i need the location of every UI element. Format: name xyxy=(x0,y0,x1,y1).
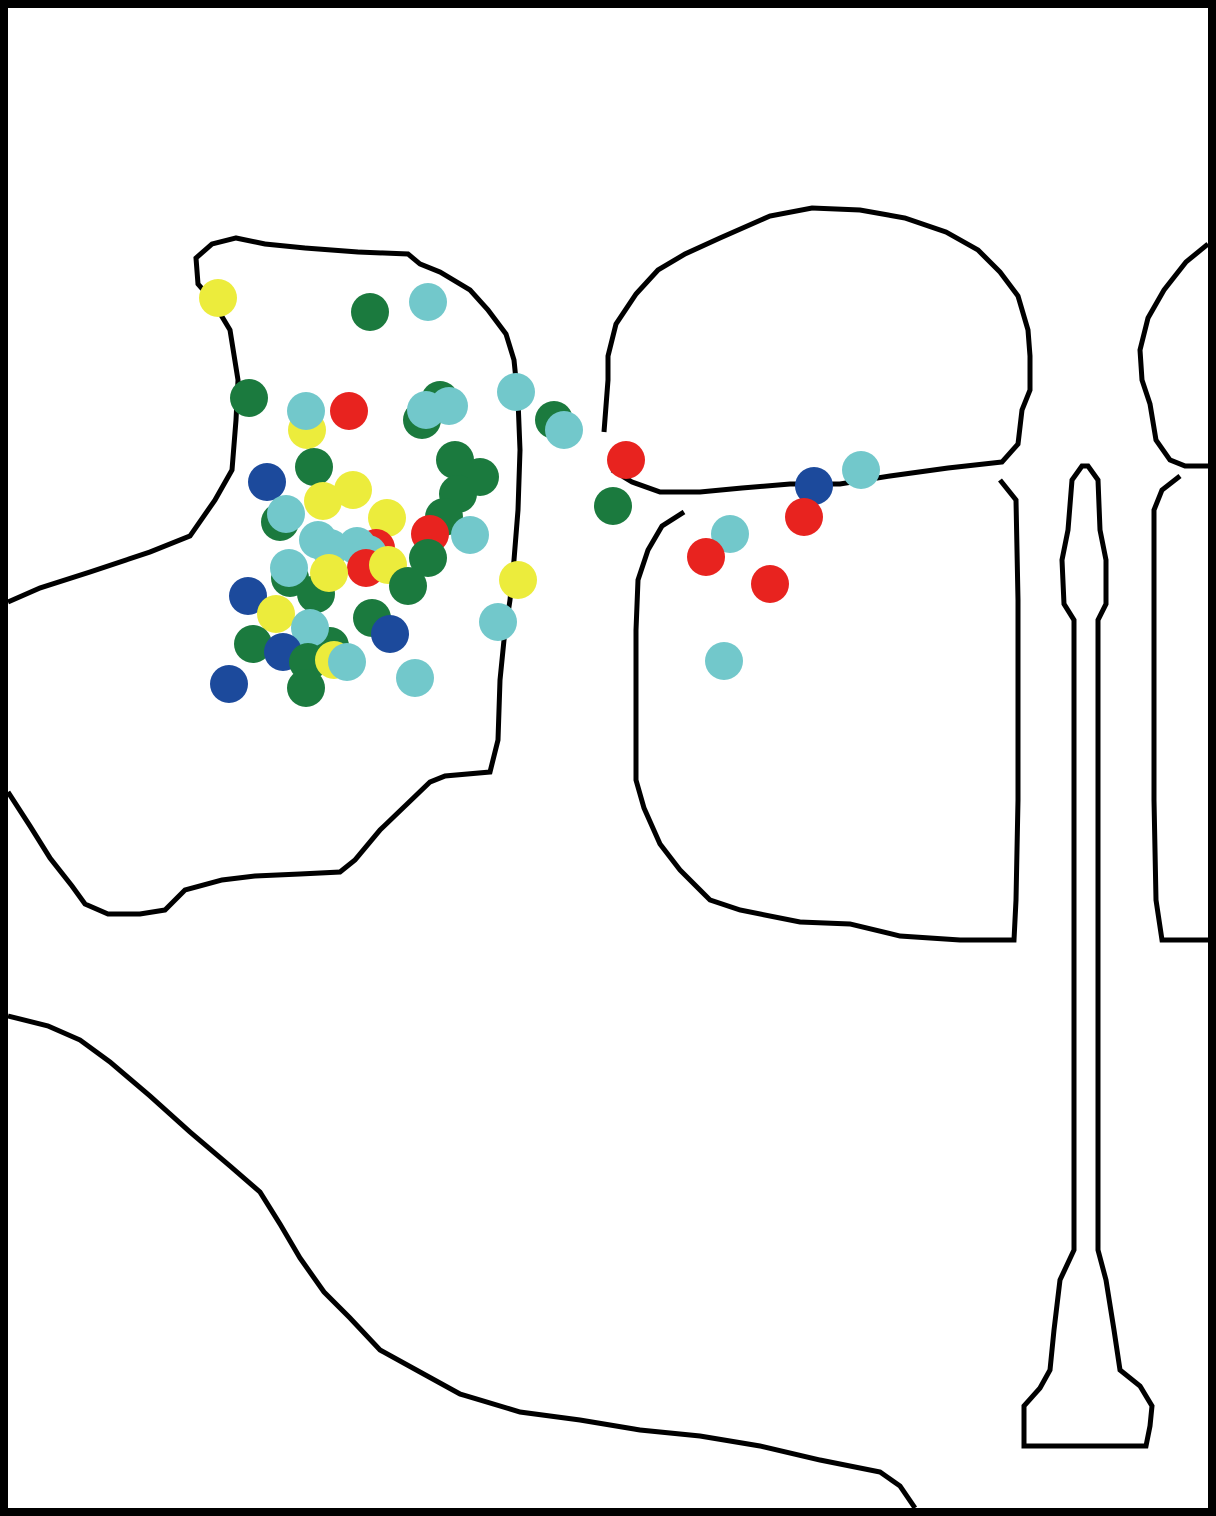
green-marker-58 xyxy=(594,487,632,525)
cyan-marker-2 xyxy=(409,283,447,321)
yellow-marker-40 xyxy=(310,554,348,592)
green-marker-49 xyxy=(234,625,272,663)
cyan-marker-6 xyxy=(287,392,325,430)
blue-marker-59 xyxy=(795,467,833,505)
blue-marker-16 xyxy=(248,463,286,501)
green-marker-4 xyxy=(230,379,268,417)
probe-stalk-outline xyxy=(1021,463,1155,1449)
upper-middle-lobe-outline xyxy=(601,205,1033,495)
blue-marker-55 xyxy=(210,665,248,703)
yellow-marker-42 xyxy=(257,595,295,633)
green-marker-54 xyxy=(287,669,325,707)
red-marker-7 xyxy=(330,392,368,430)
marker-layer xyxy=(199,279,880,707)
cyan-marker-11 xyxy=(430,387,468,425)
cyan-marker-26 xyxy=(451,516,489,554)
green-marker-36 xyxy=(389,567,427,605)
green-marker-35 xyxy=(409,539,447,577)
green-marker-1 xyxy=(351,293,389,331)
yellow-marker-17 xyxy=(304,482,342,520)
region-outlines xyxy=(5,205,1210,1510)
red-marker-63 xyxy=(687,538,725,576)
cyan-marker-65 xyxy=(705,642,743,680)
cyan-marker-39 xyxy=(270,549,308,587)
cyan-marker-14 xyxy=(545,411,583,449)
left-region-outline xyxy=(5,235,523,917)
cyan-marker-12 xyxy=(497,373,535,411)
green-marker-15 xyxy=(295,448,333,486)
cyan-marker-25 xyxy=(267,495,305,533)
yellow-marker-3 xyxy=(199,279,237,317)
red-marker-64 xyxy=(751,565,789,603)
cyan-marker-48 xyxy=(291,609,329,647)
red-marker-57 xyxy=(607,441,645,479)
yellow-marker-23 xyxy=(368,499,406,537)
cyan-marker-53 xyxy=(328,643,366,681)
yellow-marker-18 xyxy=(334,471,372,509)
lower-middle-lobe-outline xyxy=(633,478,1021,943)
cyan-marker-56 xyxy=(396,659,434,697)
red-marker-61 xyxy=(785,498,823,536)
cyan-marker-44 xyxy=(479,603,517,641)
right-edge-lower-outline xyxy=(1151,474,1208,943)
cyan-marker-60 xyxy=(842,451,880,489)
right-edge-structure-outline xyxy=(1137,242,1210,469)
blue-marker-46 xyxy=(371,615,409,653)
bottom-boundary-outline xyxy=(7,1013,918,1510)
yellow-marker-43 xyxy=(499,561,537,599)
blue-marker-41 xyxy=(229,577,267,615)
cyan-marker-62 xyxy=(711,515,749,553)
